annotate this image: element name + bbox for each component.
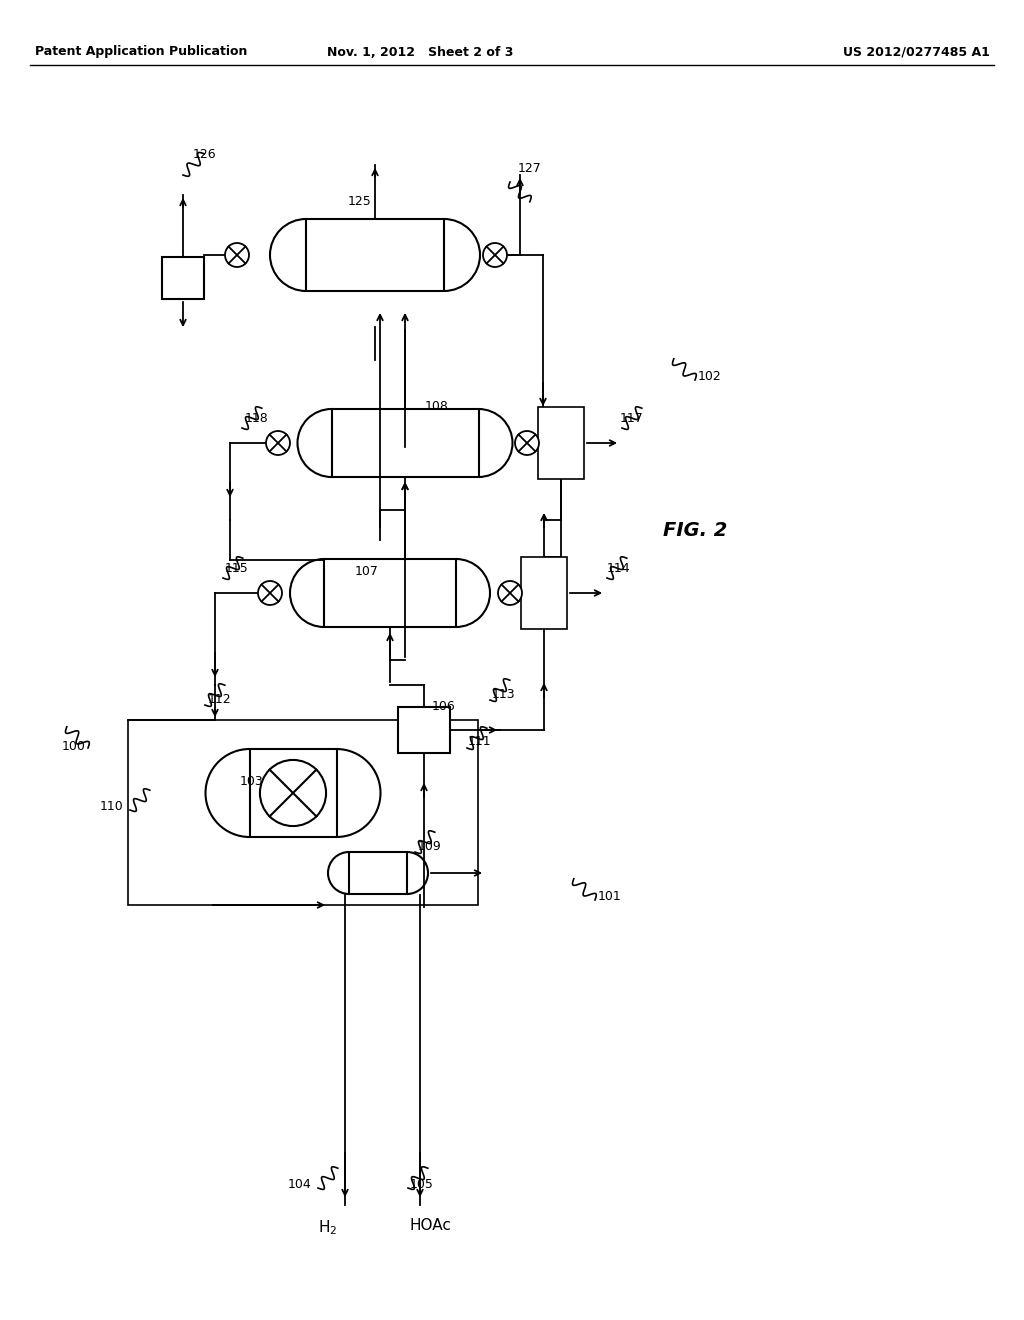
Text: 102: 102 [698,370,722,383]
Bar [398,708,450,752]
Bar [324,558,456,627]
Text: HOAc: HOAc [409,1218,451,1233]
Text: 100: 100 [62,741,86,752]
Bar [538,407,584,479]
Text: 117: 117 [620,412,644,425]
Text: 105: 105 [410,1177,434,1191]
Text: 107: 107 [355,565,379,578]
Text: 106: 106 [432,700,456,713]
Text: 104: 104 [288,1177,311,1191]
Bar [250,748,337,837]
Text: 103: 103 [240,775,264,788]
Circle shape [498,581,522,605]
Circle shape [483,243,507,267]
Text: 127: 127 [518,162,542,176]
Text: 101: 101 [598,890,622,903]
Circle shape [515,432,539,455]
Text: 113: 113 [492,688,516,701]
Text: Patent Application Publication: Patent Application Publication [35,45,248,58]
Text: 111: 111 [468,735,492,748]
Text: 114: 114 [607,562,631,576]
Text: Nov. 1, 2012   Sheet 2 of 3: Nov. 1, 2012 Sheet 2 of 3 [327,45,513,58]
Text: 110: 110 [100,800,124,813]
Text: 109: 109 [418,840,441,853]
Bar [349,851,407,894]
Circle shape [225,243,249,267]
Bar [128,719,478,906]
Text: US 2012/0277485 A1: US 2012/0277485 A1 [843,45,990,58]
Bar [162,257,204,300]
Bar [521,557,567,630]
Text: 125: 125 [348,195,372,209]
Text: FIG. 2: FIG. 2 [663,520,727,540]
Bar [306,219,444,290]
Text: 126: 126 [193,148,217,161]
Text: H$_2$: H$_2$ [318,1218,338,1237]
Text: 118: 118 [245,412,268,425]
Text: 115: 115 [225,562,249,576]
Text: 112: 112 [208,693,231,706]
Circle shape [258,581,282,605]
Text: 108: 108 [425,400,449,413]
Circle shape [266,432,290,455]
Bar [332,409,478,477]
